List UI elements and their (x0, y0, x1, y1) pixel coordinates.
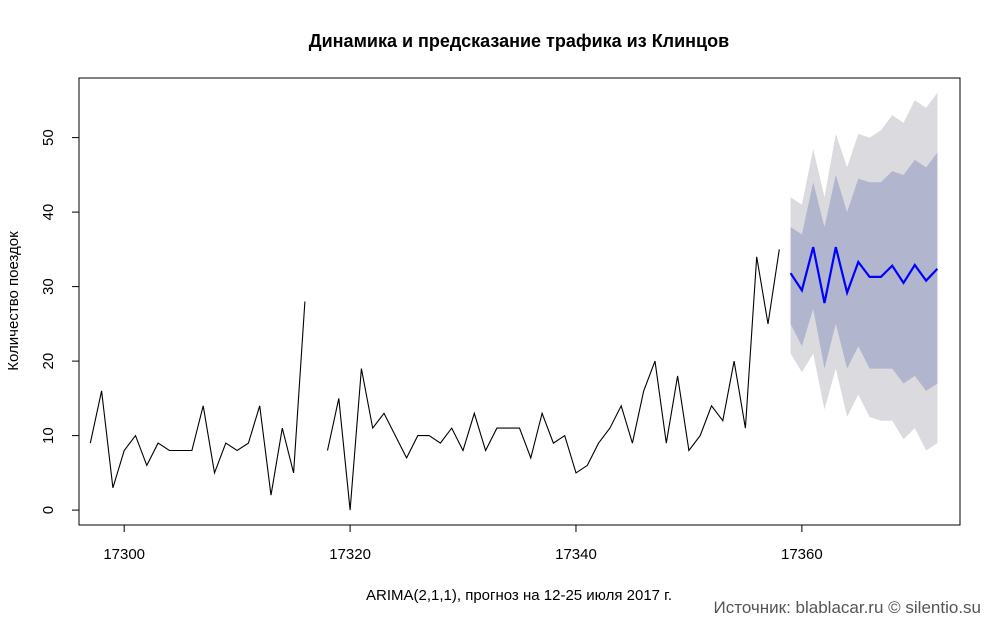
x-axis-label: ARIMA(2,1,1), прогноз на 12-25 июля 2017… (366, 587, 672, 604)
y-tick-label: 10 (40, 427, 57, 444)
y-tick-label: 40 (40, 204, 57, 221)
x-tick-label: 17360 (781, 546, 823, 563)
x-tick-label: 17320 (329, 546, 371, 563)
y-axis-label: Количество поездок (5, 231, 22, 371)
observed-line (89, 249, 780, 511)
forecast-bands (790, 92, 938, 451)
y-tick-label: 20 (40, 353, 57, 370)
series-lines (89, 246, 939, 511)
forecast-line (789, 246, 939, 304)
source-note: Источник: blablacar.ru © silentio.su (714, 598, 981, 617)
chart-title: Динамика и предсказание трафика из Клинц… (309, 31, 729, 51)
y-tick-label: 0 (40, 506, 57, 514)
x-tick-label: 17300 (103, 546, 145, 563)
y-tick-label: 30 (40, 278, 57, 295)
y-tick-label: 50 (40, 129, 57, 146)
x-tick-label: 17340 (555, 546, 597, 563)
x-axis: 17300 17320 17340 17360 (103, 524, 823, 563)
band-80 (790, 152, 938, 391)
y-axis: 0 10 20 30 40 50 (40, 129, 80, 514)
